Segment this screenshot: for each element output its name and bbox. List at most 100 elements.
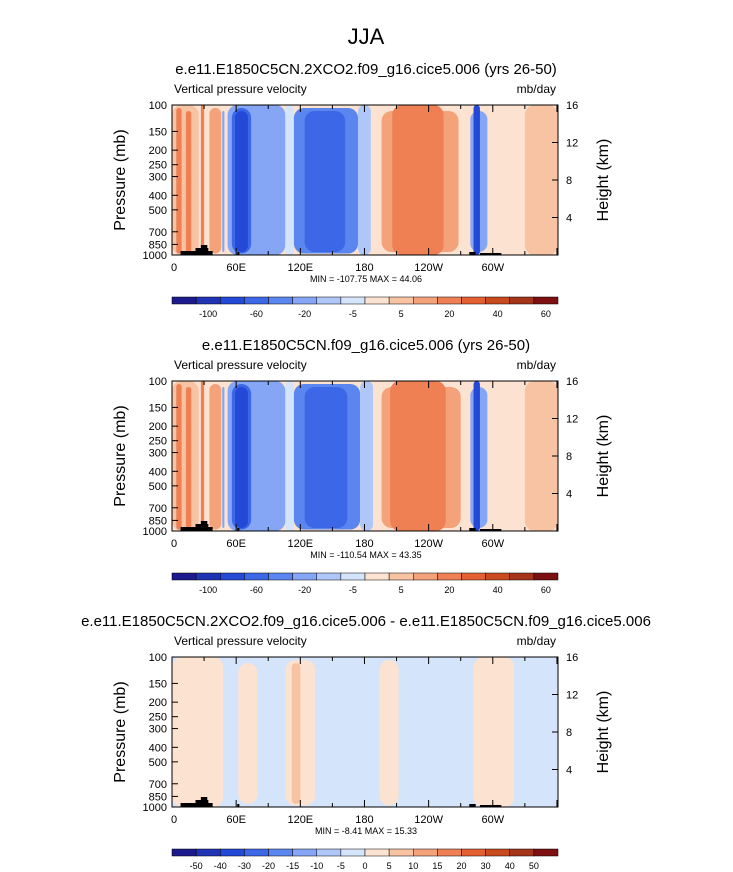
x-tick-label: 120E [287,538,313,550]
y-axis-title: Pressure (mb) [112,129,129,230]
contour-region [514,660,558,806]
y-tick-label: 200 [149,145,167,157]
contour-region [257,657,286,807]
colorbar-label: -20 [298,585,311,595]
x-tick-label: 60W [481,262,504,274]
contour-region [473,381,480,531]
colorbar-swatch [244,848,269,857]
colorbar-swatch [461,296,486,305]
colorbar-swatch [316,296,342,305]
colorbar-swatch [485,572,510,581]
colorbar-swatch [171,848,197,857]
contour-region [176,384,182,530]
colorbar-swatch [388,296,414,305]
min-max-stats: MIN = -107.75 MAX = 44.06 [310,274,422,284]
y-right-tick-label: 8 [566,451,572,463]
contour-region [222,111,225,252]
colorbar-swatch [316,848,342,857]
x-tick-label: 180 [355,538,373,550]
colorbar-swatch [171,572,197,581]
y-right-tick-label: 16 [566,376,578,388]
colorbar-label: 60 [541,309,551,319]
variable-label: Vertical pressure velocity [174,82,307,96]
topography [200,245,208,255]
y-right-tick-label: 16 [566,652,578,664]
min-max-stats: MIN = -8.41 MAX = 15.33 [315,826,417,836]
colorbar-swatch [364,572,390,581]
colorbar-swatch [171,296,197,305]
contour-field [172,105,558,255]
colorbar-label: -20 [262,861,275,871]
topography [469,252,476,255]
colorbar-swatch [509,572,535,581]
contour-region [172,657,224,807]
y-tick-label: 150 [149,678,167,690]
contour-region [360,381,374,531]
colorbar-swatch [533,848,559,857]
y-axis-title: Pressure (mb) [112,681,129,782]
colorbar-label: -15 [286,861,299,871]
colorbar-label: 15 [432,861,442,871]
y-right-tick-label: 8 [566,175,572,187]
x-tick-label: 120W [414,814,443,826]
panel-title: e.e11.E1850C5CN.2XCO2.f09_g16.cice5.006 … [81,613,651,630]
colorbar-label: 40 [493,309,503,319]
colorbar-swatch [220,296,245,305]
y-tick-label: 100 [149,376,167,388]
colorbar-label: 20 [444,309,454,319]
y-axis-title: Pressure (mb) [112,405,129,506]
topography [469,804,476,807]
colorbar-swatch [364,848,390,857]
colorbar-swatch [509,296,535,305]
x-tick-label: 180 [355,814,373,826]
colorbar-label: 10 [408,861,418,871]
contour-region [209,108,222,254]
topography [479,805,502,807]
colorbar-swatch [292,296,317,305]
x-tick-label: 60E [226,814,246,826]
contour-region [209,384,222,530]
contour-region [398,663,474,804]
x-tick-label: 60E [226,538,246,550]
topography [469,528,476,531]
colorbar-swatch [485,296,510,305]
colorbar-label: -100 [199,309,217,319]
colorbar-label: -60 [250,309,263,319]
variable-label: Vertical pressure velocity [174,358,307,372]
panel-top: e.e11.E1850C5CN.2XCO2.f09_g16.cice5.006 … [112,61,612,319]
colorbar-swatch [340,572,366,581]
y-tick-label: 300 [149,724,167,736]
colorbar-swatch [220,572,245,581]
contour-region [473,657,515,807]
colorbar-label: -60 [250,585,263,595]
contour-region [285,381,294,531]
contour-region [200,105,205,255]
y-tick-label: 400 [149,742,167,754]
y-right-axis-title: Height (km) [595,691,612,774]
figure-title: JJA [348,24,385,49]
colorbar-label: 5 [387,861,392,871]
y-tick-label: 150 [149,126,167,138]
colorbar-swatch [437,848,462,857]
contour-field [172,381,558,531]
y-tick-label: 150 [149,402,167,414]
colorbar-label: -30 [238,861,251,871]
colorbar-label: 30 [481,861,491,871]
contour-region [200,381,205,531]
colorbar-swatch [533,572,559,581]
colorbar-label: -10 [310,861,323,871]
panel-middle: e.e11.E1850C5CN.f09_g16.cice5.006 (yrs 2… [112,337,612,595]
x-tick-label: 60W [481,538,504,550]
y-tick-label: 500 [149,757,167,769]
colorbar-swatch [388,848,414,857]
colorbar-swatch [195,848,221,857]
colorbar-label: 5 [399,309,404,319]
min-max-stats: MIN = -110.54 MAX = 43.35 [310,550,421,560]
y-tick-label: 200 [149,421,167,433]
y-tick-label: 250 [149,160,167,172]
y-tick-label: 500 [149,481,167,493]
colorbar-swatch [292,848,317,857]
y-tick-label: 1000 [143,526,167,538]
y-right-tick-label: 4 [566,765,572,777]
